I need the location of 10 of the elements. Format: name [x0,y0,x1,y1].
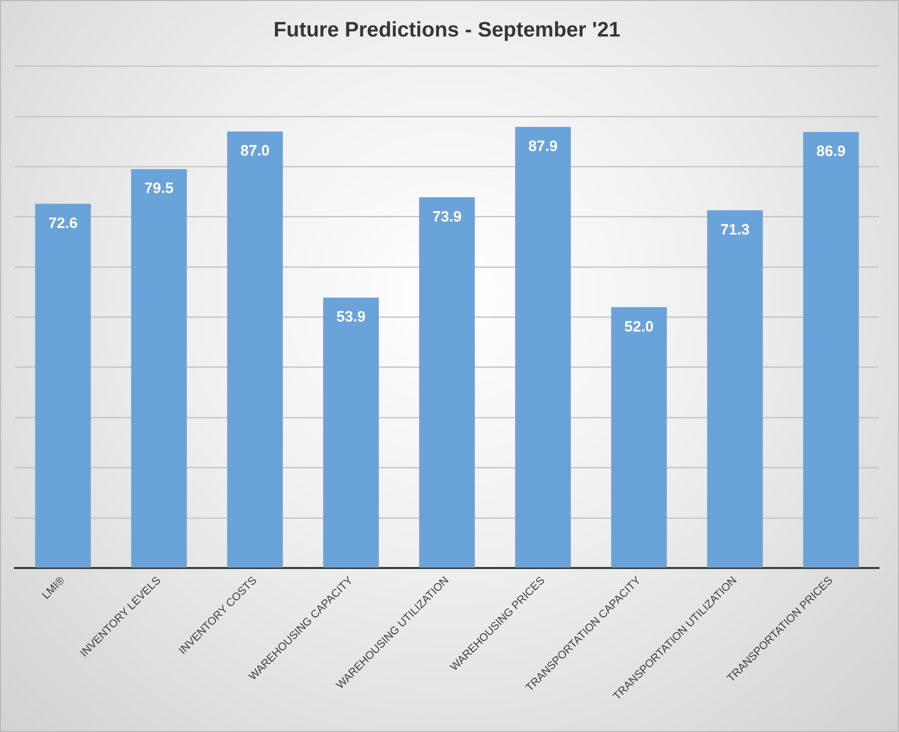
data-label: 52.0 [624,318,654,336]
data-label: 87.9 [528,138,558,156]
data-label: 86.9 [816,143,846,160]
data-label: 71.3 [720,221,750,238]
data-label: 53.9 [336,308,366,326]
data-label: 73.9 [432,208,462,226]
chart-title: Future Predictions - September '21 [274,18,621,42]
data-label: 79.5 [144,180,174,198]
data-label: 87.0 [240,142,270,160]
data-label: 72.6 [48,214,78,232]
